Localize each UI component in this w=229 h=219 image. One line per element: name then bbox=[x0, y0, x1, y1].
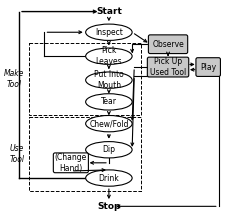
Ellipse shape bbox=[85, 94, 131, 110]
Text: Chew/Fold: Chew/Fold bbox=[89, 119, 128, 128]
Ellipse shape bbox=[85, 72, 131, 88]
Text: Make
Tool: Make Tool bbox=[4, 69, 24, 89]
Text: Tear: Tear bbox=[101, 97, 116, 106]
Text: Stop: Stop bbox=[97, 202, 120, 211]
FancyBboxPatch shape bbox=[195, 58, 219, 76]
Text: Pick Up
Used Tool: Pick Up Used Tool bbox=[149, 57, 185, 77]
FancyBboxPatch shape bbox=[53, 153, 88, 173]
FancyBboxPatch shape bbox=[148, 35, 187, 54]
Text: (Change
Hand): (Change Hand) bbox=[55, 153, 87, 173]
FancyBboxPatch shape bbox=[147, 57, 188, 77]
Ellipse shape bbox=[85, 115, 131, 132]
Text: Start: Start bbox=[95, 7, 121, 16]
Ellipse shape bbox=[85, 24, 131, 41]
Text: Put Into
Mouth: Put Into Mouth bbox=[94, 71, 123, 90]
Text: Drink: Drink bbox=[98, 173, 119, 183]
Text: Pick
Leaves: Pick Leaves bbox=[95, 46, 122, 66]
Ellipse shape bbox=[85, 170, 131, 186]
Ellipse shape bbox=[85, 48, 131, 64]
Ellipse shape bbox=[85, 142, 131, 158]
Text: Dip: Dip bbox=[102, 145, 115, 154]
Text: Observe: Observe bbox=[152, 40, 183, 49]
Text: Use
Tool: Use Tool bbox=[9, 144, 24, 164]
Text: Play: Play bbox=[199, 63, 215, 72]
Text: Inspect: Inspect bbox=[95, 28, 122, 37]
